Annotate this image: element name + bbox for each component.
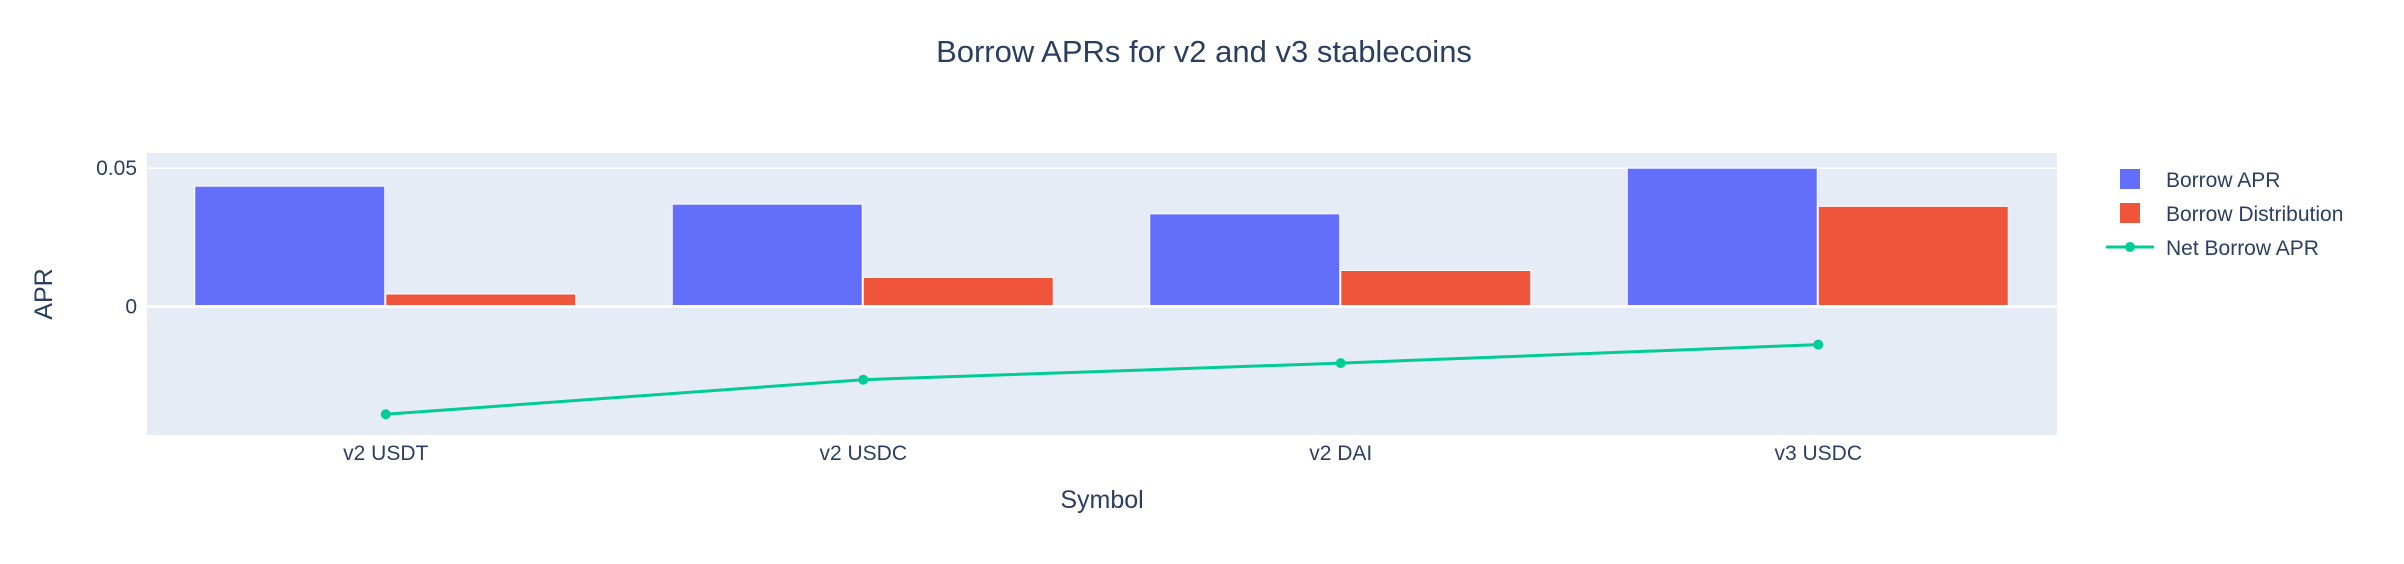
bar <box>1626 167 1818 307</box>
legend-swatch <box>2120 203 2140 223</box>
x-tick-label: v2 USDT <box>343 442 428 465</box>
legend-item[interactable]: Net Borrow APR <box>2106 237 2319 260</box>
y-axis-title: APR <box>30 268 58 319</box>
bar <box>1149 213 1341 307</box>
y-tick-label: 0 <box>125 295 137 318</box>
legend-label: Borrow Distribution <box>2166 203 2343 226</box>
x-tick-label: v2 DAI <box>1309 442 1372 465</box>
legend-item[interactable]: Borrow APR <box>2120 169 2280 192</box>
bar <box>385 293 577 307</box>
legend: Borrow APR Borrow Distribution Net Borrow … <box>2106 169 2343 260</box>
legend-label: Net Borrow APR <box>2166 237 2319 260</box>
line-point <box>380 409 391 420</box>
line-series <box>380 339 1824 420</box>
bar <box>862 276 1054 307</box>
legend-swatch <box>2120 169 2140 189</box>
x-tick-label: v3 USDC <box>1774 442 1862 465</box>
y-axis-ticks: 0.05 0 <box>96 157 137 318</box>
x-axis-title: Symbol <box>1060 486 1143 514</box>
series-line <box>385 343 1819 416</box>
legend-label: Borrow APR <box>2166 169 2280 192</box>
y-tick-label: 0.05 <box>96 157 137 180</box>
legend-item[interactable]: Borrow Distribution <box>2120 203 2343 226</box>
legend-marker <box>2125 242 2135 252</box>
bar <box>194 185 386 307</box>
line-point <box>858 374 869 385</box>
bars <box>194 167 2009 307</box>
bar <box>671 203 863 307</box>
line-point <box>1335 358 1346 369</box>
x-tick-label: v2 USDC <box>819 442 907 465</box>
x-axis-ticks: v2 USDT v2 USDC v2 DAI v3 USDC <box>343 442 1862 465</box>
bar <box>1817 205 2009 307</box>
line-point <box>1813 339 1824 350</box>
chart-title: Borrow APRs for v2 and v3 stablecoins <box>936 34 1472 69</box>
bar <box>1340 270 1532 307</box>
